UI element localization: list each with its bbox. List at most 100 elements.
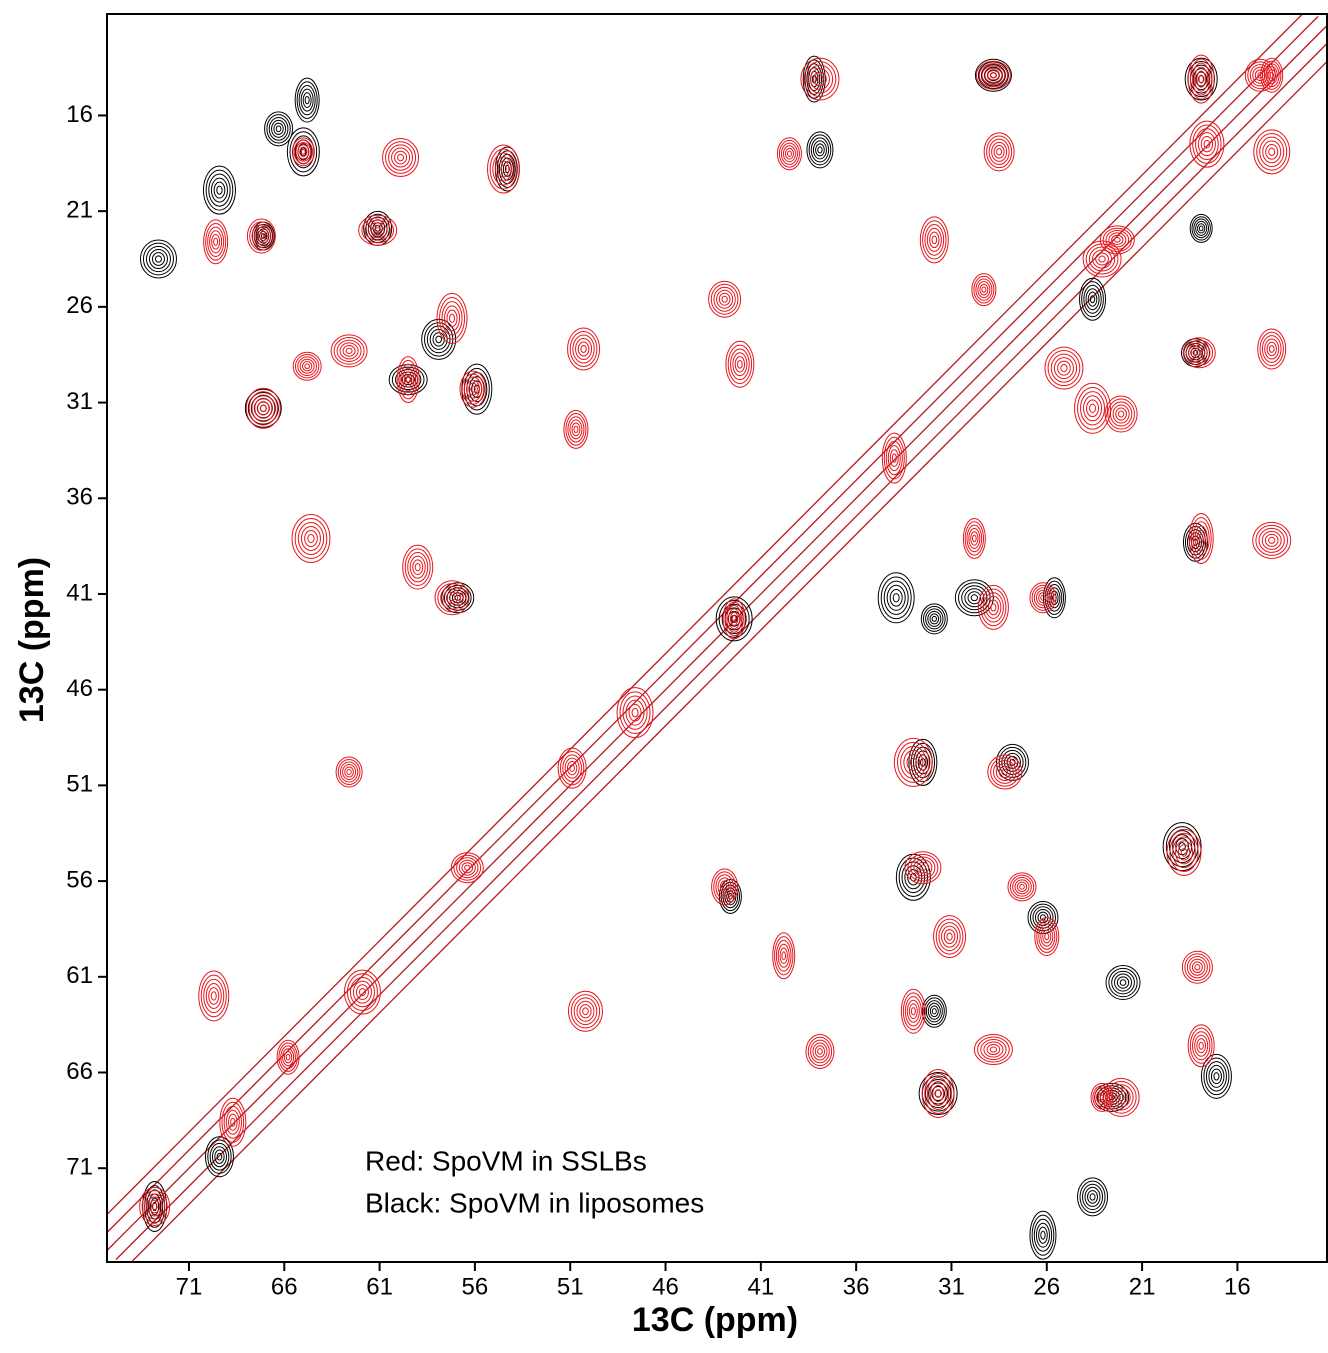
peak-contour bbox=[291, 137, 315, 167]
x-tick-label: 51 bbox=[557, 1273, 584, 1300]
peak-contour bbox=[330, 334, 368, 368]
peak-contour bbox=[459, 370, 487, 408]
peak-contour bbox=[983, 132, 1015, 172]
peak-contour bbox=[246, 218, 276, 254]
peak-contour bbox=[567, 327, 601, 371]
x-tick-label: 46 bbox=[652, 1273, 679, 1300]
peak-contour bbox=[919, 216, 949, 264]
peak-contour bbox=[1188, 513, 1214, 564]
peak-contour bbox=[918, 1072, 958, 1116]
peak-contour bbox=[567, 990, 603, 1032]
peak-contour bbox=[436, 292, 468, 344]
peak-contour bbox=[954, 579, 994, 617]
peak-contour bbox=[1102, 1077, 1140, 1117]
peak-contour bbox=[358, 214, 398, 246]
peak-contour bbox=[203, 219, 229, 265]
y-tick-label: 31 bbox=[66, 388, 93, 415]
peak-contour bbox=[987, 754, 1023, 790]
x-tick-label: 66 bbox=[271, 1273, 298, 1300]
peak-contour bbox=[1094, 1082, 1130, 1112]
y-tick-label: 46 bbox=[66, 675, 93, 702]
peak-contour bbox=[971, 273, 997, 307]
peak-contour bbox=[264, 111, 294, 147]
peak-contour bbox=[139, 1187, 171, 1226]
y-tick-label: 16 bbox=[66, 101, 93, 128]
peak-contour bbox=[900, 988, 926, 1034]
peak-contour bbox=[291, 514, 331, 563]
diagonal-ridge bbox=[107, 25, 1327, 1251]
peak-contour bbox=[921, 1069, 955, 1118]
peak-contour bbox=[294, 77, 320, 123]
peak-contour bbox=[219, 1097, 247, 1147]
peak-contour bbox=[921, 994, 947, 1028]
peak-contour bbox=[1166, 828, 1202, 876]
x-tick-label: 31 bbox=[938, 1273, 965, 1300]
peak-contour bbox=[1244, 58, 1276, 92]
peak-contour bbox=[276, 1039, 300, 1075]
diagonal-ridge bbox=[107, 14, 1304, 1216]
peak-contour bbox=[806, 131, 834, 169]
peak-contour bbox=[1200, 1053, 1232, 1099]
peak-contour bbox=[1253, 129, 1291, 175]
y-tick-label: 61 bbox=[66, 962, 93, 989]
peak-contour bbox=[292, 351, 322, 381]
x-tick-label: 16 bbox=[1224, 1273, 1251, 1300]
peak-contour bbox=[800, 57, 840, 101]
peak-contour bbox=[1099, 225, 1135, 255]
x-tick-label: 56 bbox=[462, 1273, 489, 1300]
y-tick-label: 66 bbox=[66, 1058, 93, 1085]
x-tick-label: 21 bbox=[1129, 1273, 1156, 1300]
diagonal-ridge bbox=[115, 42, 1327, 1260]
peak-contour bbox=[893, 737, 933, 787]
peak-contour bbox=[962, 518, 986, 559]
peak-contour bbox=[1182, 337, 1216, 369]
peak-contour bbox=[708, 280, 742, 318]
peak-contour bbox=[973, 1034, 1013, 1065]
y-axis-label: 13C (ppm) bbox=[13, 557, 51, 723]
peak-contour bbox=[772, 932, 796, 980]
peak-contour bbox=[142, 1181, 168, 1232]
peak-contour bbox=[920, 603, 948, 635]
peak-contour bbox=[434, 580, 470, 616]
y-tick-label: 71 bbox=[66, 1154, 93, 1181]
x-tick-label: 71 bbox=[176, 1273, 203, 1300]
peak-contour bbox=[204, 1136, 234, 1178]
peak-contour bbox=[1187, 1024, 1215, 1068]
peak-contour bbox=[396, 356, 420, 404]
peak-contour bbox=[616, 687, 654, 739]
peak-contour bbox=[1034, 917, 1060, 957]
peak-contour bbox=[881, 432, 907, 484]
peak-contour bbox=[487, 144, 521, 194]
y-tick-label: 56 bbox=[66, 866, 93, 893]
peak-contour bbox=[1181, 950, 1213, 984]
diagonal-ridge bbox=[115, 42, 1327, 1260]
x-tick-label: 41 bbox=[747, 1273, 774, 1300]
y-tick-label: 26 bbox=[66, 292, 93, 319]
peak-contour bbox=[895, 853, 931, 901]
peak-contour bbox=[198, 970, 230, 1022]
peak-contour bbox=[1029, 582, 1057, 614]
peak-contour bbox=[202, 165, 236, 215]
peak-contour bbox=[802, 55, 826, 103]
peak-contour bbox=[1029, 1210, 1057, 1260]
peak-contour bbox=[402, 544, 434, 590]
peak-contour bbox=[245, 387, 281, 429]
peak-contour bbox=[139, 239, 177, 279]
annotation: Red: SpoVM in SSLBs bbox=[365, 1145, 647, 1176]
diagonal-ridge bbox=[130, 60, 1327, 1262]
diagonal-ridge bbox=[130, 60, 1327, 1262]
peak-contour bbox=[382, 138, 420, 177]
peak-contour bbox=[1104, 395, 1138, 433]
x-tick-label: 36 bbox=[843, 1273, 870, 1300]
x-tick-label: 26 bbox=[1033, 1273, 1060, 1300]
peak-contour bbox=[904, 851, 942, 885]
peak-contour bbox=[388, 364, 428, 396]
peak-contour bbox=[1044, 346, 1084, 390]
x-axis-label: 13C (ppm) bbox=[632, 1301, 798, 1339]
y-tick-label: 41 bbox=[66, 579, 93, 606]
y-tick-label: 36 bbox=[66, 484, 93, 511]
peak-contour bbox=[1105, 965, 1141, 1001]
peak-contour bbox=[1257, 328, 1287, 370]
peak-contour bbox=[450, 852, 484, 884]
